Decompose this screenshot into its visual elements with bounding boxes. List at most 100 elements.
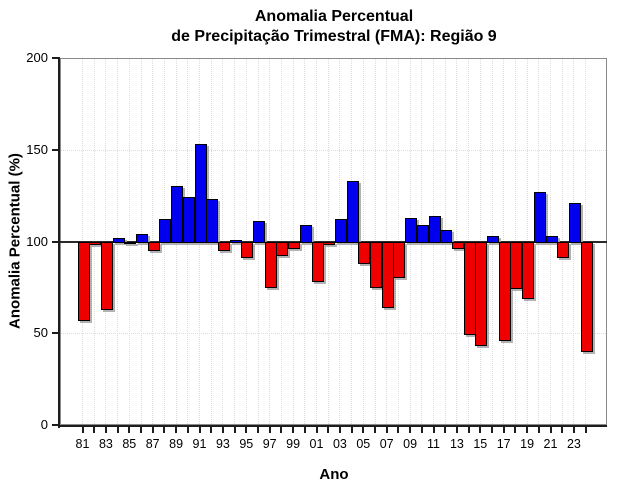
bar-1985 (124, 241, 137, 244)
bar-1991 (194, 144, 207, 244)
x-tick (420, 427, 423, 433)
x-tick-label-23: 23 (566, 437, 581, 451)
bar-2023 (568, 202, 581, 244)
y-tick (52, 148, 60, 151)
x-tick (537, 427, 540, 433)
bar-2010 (416, 224, 429, 244)
horizontal-gridline-150 (61, 149, 606, 151)
bar-2011 (428, 215, 441, 244)
x-tick (584, 427, 587, 433)
y-tick-label-100: 100 (26, 233, 48, 249)
x-tick (186, 427, 189, 433)
bar-2008 (393, 241, 406, 279)
x-tick (514, 427, 517, 433)
x-tick (409, 427, 412, 433)
bar-1990 (182, 197, 195, 244)
bar-2005 (358, 241, 371, 264)
y-axis-line (58, 58, 60, 428)
x-tick (467, 427, 470, 433)
x-tick (210, 427, 213, 433)
bar-2022 (557, 241, 570, 259)
x-tick (280, 427, 283, 433)
chart-title-line2: de Precipitação Trimestral (FMA): Região… (171, 28, 497, 45)
y-tick (52, 332, 60, 335)
x-tick (116, 427, 119, 433)
x-tick (163, 427, 166, 433)
x-tick-label-97: 97 (262, 437, 277, 451)
horizontal-gridline-50 (61, 333, 606, 335)
bar-2003 (334, 219, 347, 244)
bar-1992 (206, 199, 219, 244)
x-tick (491, 427, 493, 433)
bar-1997 (264, 241, 277, 288)
x-tick (549, 427, 552, 433)
bar-1994 (229, 239, 242, 244)
x-axis-line (58, 425, 607, 427)
bar-1982 (89, 241, 102, 246)
x-tick (198, 427, 201, 433)
bar-1998 (276, 241, 289, 257)
x-tick-label-81: 81 (75, 437, 90, 451)
bar-1988 (159, 219, 172, 244)
bar-2006 (370, 241, 382, 288)
bar-2009 (405, 217, 418, 244)
x-tick-label-17: 17 (496, 437, 511, 451)
y-tick-label-200: 200 (26, 50, 48, 65)
bar-1995 (241, 241, 254, 259)
bar-1989 (171, 186, 184, 244)
chart-title-line1: Anomalia Percentual (254, 8, 414, 25)
x-tick (128, 427, 131, 433)
bar-2001 (311, 241, 324, 283)
x-tick-label-15: 15 (473, 437, 488, 451)
chart-title: Anomalia Percentual de Precipitação Trim… (60, 7, 608, 47)
x-tick (140, 427, 142, 433)
y-tick-label-150: 150 (26, 141, 48, 157)
x-tick (292, 427, 295, 433)
x-tick (327, 427, 330, 433)
x-tick (572, 427, 575, 433)
bar-2024 (580, 241, 593, 352)
bar-2020 (533, 191, 546, 244)
x-tick-label-11: 11 (427, 437, 440, 451)
bar-2017 (498, 241, 511, 341)
x-tick (104, 427, 107, 433)
bar-1996 (253, 221, 265, 244)
bar-2019 (522, 241, 535, 299)
x-tick (362, 427, 365, 433)
x-tick-label-01: 01 (309, 437, 324, 451)
x-tick-label-03: 03 (332, 437, 347, 451)
x-tick-label-99: 99 (286, 437, 301, 451)
x-tick (338, 427, 341, 433)
bar-1986 (136, 234, 148, 244)
x-tick-label-87: 87 (145, 437, 160, 451)
y-tick (52, 424, 60, 426)
bar-1981 (77, 241, 90, 321)
x-tick (93, 427, 96, 433)
x-tick-label-07: 07 (379, 437, 394, 451)
x-tick-label-19: 19 (520, 437, 535, 451)
x-tick-label-95: 95 (239, 437, 254, 451)
x-tick (151, 427, 154, 433)
x-tick (444, 427, 447, 433)
bar-2021 (545, 235, 558, 244)
bar-1984 (112, 237, 125, 244)
bar-2007 (381, 241, 394, 308)
y-tick (52, 57, 60, 59)
x-tick (385, 427, 388, 433)
bar-2002 (323, 241, 336, 246)
x-tick-label-09: 09 (403, 437, 418, 451)
bar-1983 (100, 241, 113, 310)
y-tick-label-50: 50 (33, 325, 48, 341)
bar-2015 (475, 241, 488, 347)
x-tick-label-13: 13 (449, 437, 464, 451)
x-tick (374, 427, 376, 433)
x-tick (397, 427, 400, 433)
bar-1999 (288, 241, 301, 249)
x-tick (526, 427, 529, 433)
x-tick-label-05: 05 (356, 437, 371, 451)
x-tick (303, 427, 306, 433)
x-tick-label-85: 85 (122, 437, 137, 451)
x-tick (455, 427, 458, 433)
bar-2004 (346, 180, 359, 244)
